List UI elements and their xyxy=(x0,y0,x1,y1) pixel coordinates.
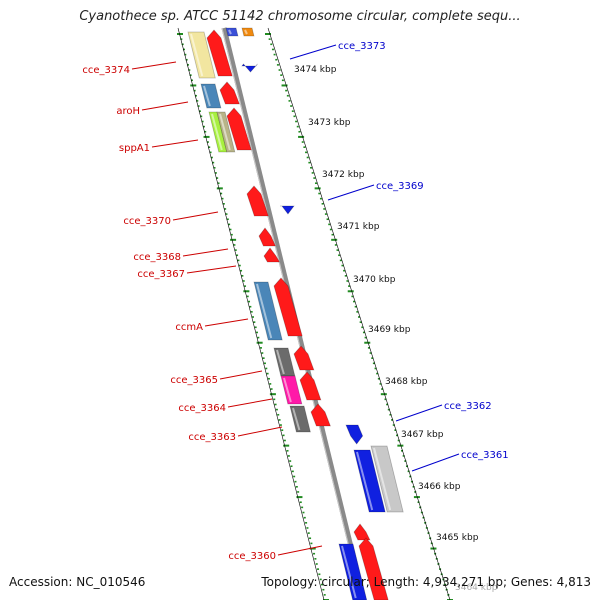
gene-shape xyxy=(258,227,277,247)
gene-shape xyxy=(293,345,315,371)
kbp-label: 3472 kbp xyxy=(322,170,365,180)
gene-shape xyxy=(370,445,404,513)
gene-shape xyxy=(206,29,233,77)
svg-text:cce_3363: cce_3363 xyxy=(188,432,236,443)
kbp-label: 3467 kbp xyxy=(401,430,444,440)
gene-label: cce_3374 xyxy=(82,61,177,76)
topology-text: Topology: circular; Length: 4,934,271 bp… xyxy=(261,575,591,589)
gene-label: cce_3364 xyxy=(178,398,273,414)
gene-label: cce_3367 xyxy=(137,265,237,280)
svg-text:cce_3362: cce_3362 xyxy=(444,401,492,412)
gene-shape xyxy=(353,523,371,541)
gene-shape xyxy=(225,27,239,37)
gene-label: ccmA xyxy=(175,318,249,333)
gene-label: aroH xyxy=(116,101,189,117)
gene-shape xyxy=(353,449,386,513)
svg-text:cce_3369: cce_3369 xyxy=(376,181,424,192)
gene-label: cce_3365 xyxy=(170,370,263,386)
svg-text:cce_3370: cce_3370 xyxy=(123,216,171,227)
svg-text:cce_3365: cce_3365 xyxy=(170,375,218,386)
kbp-label: 3470 kbp xyxy=(353,275,396,285)
gene-label: cce_3369 xyxy=(327,181,424,201)
svg-text:ccmA: ccmA xyxy=(175,322,203,333)
left-tick-row xyxy=(177,33,329,600)
gene-label: sppA1 xyxy=(119,139,199,154)
gene-shapes xyxy=(187,27,404,600)
kbp-label: 3473 kbp xyxy=(308,118,351,128)
svg-text:cce_3374: cce_3374 xyxy=(82,65,130,76)
kbp-label: 3469 kbp xyxy=(368,325,411,335)
gene-label: cce_3363 xyxy=(188,426,283,443)
kbp-label: 3466 kbp xyxy=(418,482,461,492)
gene-shape xyxy=(358,537,389,600)
gene-shape xyxy=(263,247,281,263)
kbp-labels: 3474 kbp 3473 kbp 3472 kbp 3471 kbp 3470 kbp… xyxy=(294,65,498,593)
svg-text:aroH: aroH xyxy=(116,106,140,117)
gene-label: cce_3360 xyxy=(228,545,323,562)
gene-shape xyxy=(241,27,255,37)
map-title: Cyanothece sp. ATCC 51142 chromosome cir… xyxy=(79,9,521,24)
kbp-label: 3468 kbp xyxy=(385,377,428,387)
gene-shape xyxy=(187,31,216,79)
gene-label: cce_3370 xyxy=(123,211,219,227)
outer-boundary-lines xyxy=(177,27,451,600)
kbp-label: 3474 kbp xyxy=(294,65,337,75)
gene-label: cce_3368 xyxy=(133,248,229,263)
svg-text:cce_3361: cce_3361 xyxy=(461,450,509,461)
gene-shape xyxy=(241,63,258,73)
kbp-label: 3464 kbp xyxy=(455,583,498,593)
gene-label: cce_3373 xyxy=(289,41,386,60)
gene-shape xyxy=(219,81,240,105)
gene-shape xyxy=(310,403,331,427)
gene-shape xyxy=(273,277,303,337)
svg-text:sppA1: sppA1 xyxy=(119,143,150,154)
accession-text: Accession: NC_010546 xyxy=(9,575,146,589)
gene-shape xyxy=(246,185,269,217)
kbp-label: 3471 kbp xyxy=(337,222,380,232)
svg-text:cce_3373: cce_3373 xyxy=(338,41,386,52)
gene-labels: cce_3374 aroH sppA1 cce_3370 cce_3368 cce_336… xyxy=(82,41,508,562)
gene-shape xyxy=(299,371,322,401)
gene-label: cce_3361 xyxy=(411,450,509,472)
kbp-label: 3465 kbp xyxy=(436,533,479,543)
svg-text:cce_3360: cce_3360 xyxy=(228,551,276,562)
gene-shape xyxy=(226,107,252,151)
svg-text:cce_3364: cce_3364 xyxy=(178,403,226,414)
svg-text:cce_3367: cce_3367 xyxy=(137,269,185,280)
gene-label: cce_3362 xyxy=(395,401,492,422)
svg-text:cce_3368: cce_3368 xyxy=(133,252,181,263)
gene-shape xyxy=(280,205,295,215)
gene-shape xyxy=(345,424,364,445)
